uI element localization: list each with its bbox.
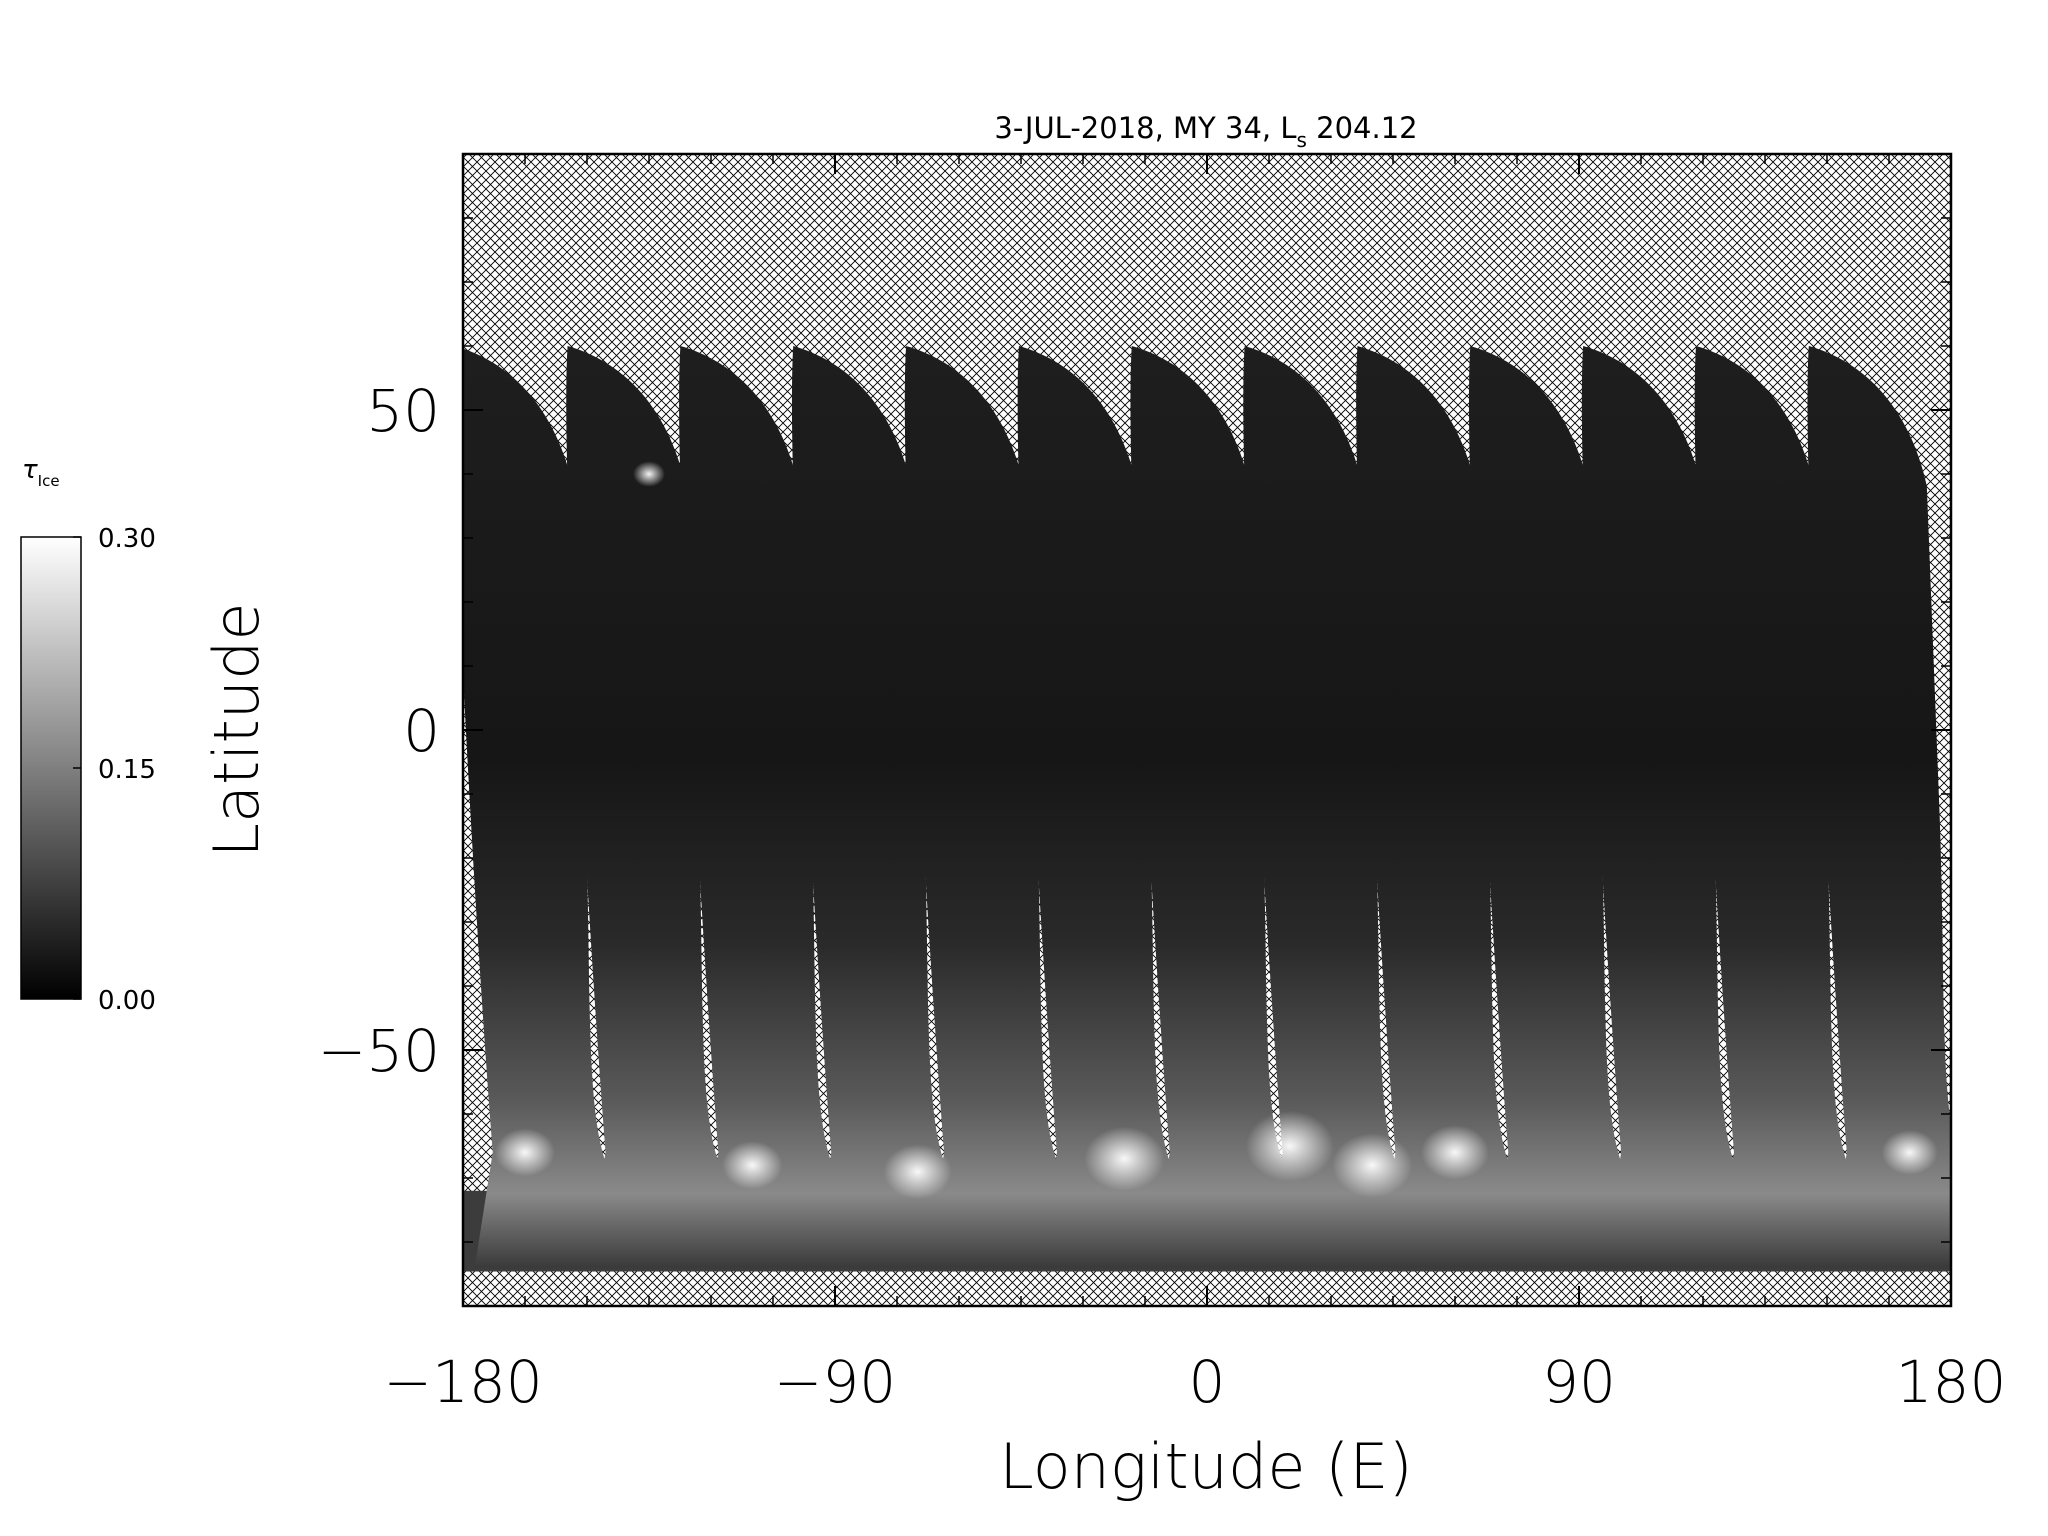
x-tick-label: 0 (1189, 1348, 1226, 1416)
colorbar-tick-label: 0.00 (98, 986, 156, 1016)
colorbar-gradient (20, 536, 82, 1000)
bright-ice-feature (1332, 1133, 1413, 1198)
colorbar-label: τIce (22, 455, 60, 490)
x-tick-label: −90 (774, 1348, 896, 1416)
bright-ice-feature (1245, 1110, 1334, 1182)
y-tick-label: −50 (318, 1017, 440, 1085)
x-tick-label: −180 (383, 1348, 542, 1416)
y-tick-labels: −50 0 50 (318, 377, 440, 1085)
bright-ice-feature (633, 461, 665, 487)
bright-ice-feature (1084, 1126, 1165, 1191)
colorbar-tick-label: 0.30 (98, 524, 156, 554)
bright-ice-feature (722, 1141, 783, 1190)
x-tick-label: 180 (1896, 1348, 2007, 1416)
major-ticks (462, 154, 1952, 1306)
bright-ice-feature (883, 1144, 952, 1199)
chart-title: 3-JUL-2018, MY 34, Ls 204.12 (994, 111, 1417, 152)
y-tick-label: 0 (403, 697, 440, 765)
colorbar: τIce 0.30 0.15 0.00 (20, 455, 156, 1016)
colorbar-ticks: 0.30 0.15 0.00 (73, 524, 156, 1016)
plot-area (461, 152, 1953, 1308)
colorbar-tick-label: 0.15 (98, 755, 156, 785)
y-axis-label: Latitude (200, 602, 273, 857)
minor-ticks (463, 154, 1951, 1306)
y-tick-label: 50 (366, 377, 440, 445)
x-tick-label: 90 (1542, 1348, 1616, 1416)
x-axis-label: Longitude (E) (999, 1430, 1412, 1503)
orbit-swath (1807, 346, 1951, 1268)
bright-ice-feature (1881, 1130, 1938, 1175)
bright-ice-feature (495, 1128, 555, 1177)
bright-ice-feature (1421, 1125, 1489, 1180)
orbit-swaths (463, 346, 1951, 1306)
x-tick-labels: −180 −90 0 90 180 (383, 1348, 2006, 1416)
